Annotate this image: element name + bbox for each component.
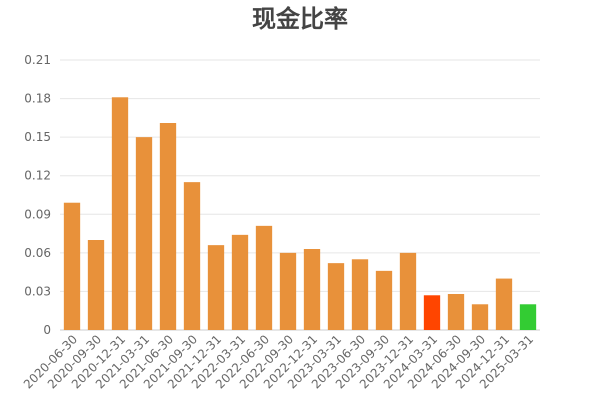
bar-2025-03-31 <box>519 304 537 330</box>
y-tick-label: 0.12 <box>24 169 51 183</box>
y-tick-label: 0 <box>43 323 51 337</box>
bar-2024-09-30 <box>471 304 489 330</box>
bar-2021-09-30 <box>183 182 201 330</box>
bar-2020-12-31 <box>111 97 129 331</box>
bar-2023-03-31 <box>327 263 345 330</box>
bar-2022-09-30 <box>279 252 297 330</box>
y-tick-label: 0.15 <box>24 130 51 144</box>
y-tick-label: 0.03 <box>24 284 51 298</box>
bar-2020-06-30 <box>63 202 81 330</box>
bar-2022-12-31 <box>303 249 321 330</box>
y-tick-label: 0.18 <box>24 92 51 106</box>
bar-2024-03-31 <box>423 295 441 330</box>
bar-2020-09-30 <box>87 240 105 330</box>
bar-2024-06-30 <box>447 294 465 330</box>
y-tick-label: 0.21 <box>24 53 51 67</box>
bar-2021-06-30 <box>159 123 177 330</box>
y-tick-label: 0.06 <box>24 246 51 260</box>
bar-2021-03-31 <box>135 137 153 330</box>
bar-2021-12-31 <box>207 245 225 330</box>
y-tick-label: 0.09 <box>24 207 51 221</box>
bar-2023-06-30 <box>351 259 369 330</box>
bar-2024-12-31 <box>495 278 513 330</box>
bar-2022-06-30 <box>255 225 273 330</box>
chart-title: 现金比率 <box>252 5 348 33</box>
bar-2023-09-30 <box>375 270 393 330</box>
bar-2022-03-31 <box>231 234 249 330</box>
bar-2023-12-31 <box>399 252 417 330</box>
